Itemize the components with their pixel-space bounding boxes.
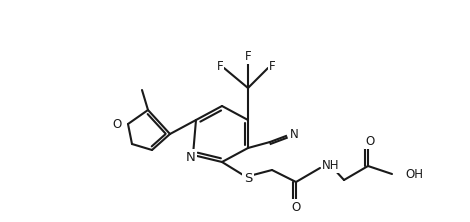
Text: OH: OH <box>405 168 423 180</box>
Text: O: O <box>365 135 375 147</box>
Text: N: N <box>186 151 196 163</box>
Text: NH: NH <box>322 159 339 172</box>
Text: O: O <box>291 200 301 214</box>
Text: F: F <box>217 59 223 73</box>
Text: S: S <box>244 172 252 184</box>
Text: O: O <box>113 117 122 131</box>
Text: F: F <box>269 59 275 73</box>
Text: F: F <box>245 50 251 63</box>
Text: N: N <box>290 127 298 141</box>
